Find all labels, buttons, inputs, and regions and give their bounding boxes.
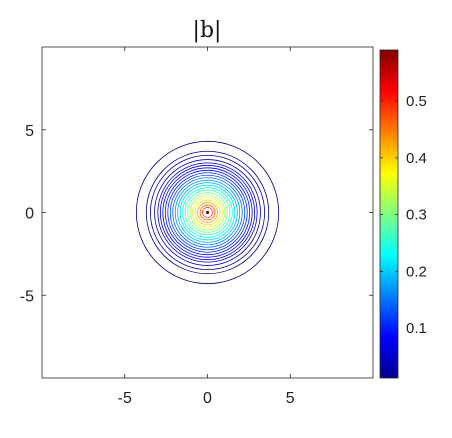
contour-line-19 (157, 162, 258, 263)
contour-line-7 (187, 192, 228, 233)
contour-line-4 (194, 199, 221, 226)
colorbar (379, 49, 399, 379)
contour-line-14 (169, 174, 246, 251)
contour-line-10 (179, 184, 236, 241)
colorbar-tick-label: 0.5 (406, 93, 427, 110)
center-core (205, 210, 210, 215)
contour-line-1 (202, 207, 213, 218)
chart-title: |b| (193, 18, 222, 43)
y-tick-label: 0 (25, 206, 34, 223)
contour-line-5 (192, 197, 223, 228)
colorbar-ticks: 0.1 0.2 0.3 0.4 0.5 (380, 93, 427, 337)
axis-ticks: -5 0 5 -5 0 5 (20, 47, 373, 407)
contour-line-18 (159, 164, 256, 261)
contour-line-22 (145, 150, 270, 275)
colorbar-tick-label: 0.1 (406, 320, 427, 337)
contour-line-3 (197, 202, 218, 223)
contour-line-11 (177, 182, 238, 243)
contour-line-15 (167, 172, 248, 253)
contour-line-6 (189, 194, 226, 231)
contour-line-9 (182, 187, 233, 238)
x-tick-label: 5 (286, 390, 295, 407)
colorbar-tick-label: 0.2 (406, 263, 427, 280)
colorbar-tick-label: 0.4 (406, 150, 427, 167)
contour-line-17 (162, 167, 253, 258)
contour-line-23 (135, 140, 280, 285)
contour-line-21 (149, 154, 265, 270)
contour-line-2 (199, 204, 216, 221)
contour-line-13 (172, 177, 243, 248)
contour-line-16 (164, 169, 251, 256)
colorbar-tick-label: 0.3 (406, 207, 427, 224)
center-ring (202, 207, 213, 218)
x-tick-label: -5 (118, 390, 132, 407)
x-tick-label: 0 (203, 390, 212, 407)
contour-line-20 (154, 159, 261, 266)
contour-line-8 (184, 189, 231, 236)
contour-lines (135, 140, 280, 285)
contour-line-12 (174, 179, 241, 246)
y-tick-label: 5 (25, 123, 34, 140)
y-tick-label: -5 (20, 288, 34, 305)
